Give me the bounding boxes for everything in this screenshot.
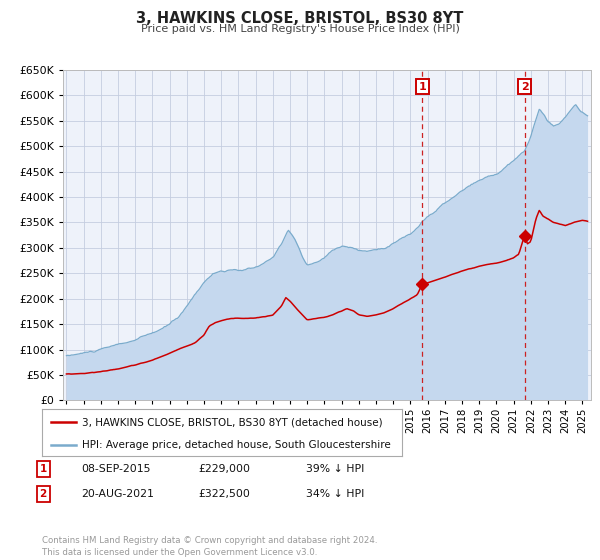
Text: 1: 1 <box>418 82 426 92</box>
Text: 20-AUG-2021: 20-AUG-2021 <box>81 489 154 499</box>
Text: 2: 2 <box>521 82 529 92</box>
Text: 08-SEP-2015: 08-SEP-2015 <box>81 464 151 474</box>
Text: 34% ↓ HPI: 34% ↓ HPI <box>306 489 364 499</box>
Text: £322,500: £322,500 <box>198 489 250 499</box>
Text: HPI: Average price, detached house, South Gloucestershire: HPI: Average price, detached house, Sout… <box>82 440 391 450</box>
Text: 2: 2 <box>40 489 47 499</box>
Text: Price paid vs. HM Land Registry's House Price Index (HPI): Price paid vs. HM Land Registry's House … <box>140 24 460 34</box>
Text: £229,000: £229,000 <box>198 464 250 474</box>
Text: Contains HM Land Registry data © Crown copyright and database right 2024.
This d: Contains HM Land Registry data © Crown c… <box>42 536 377 557</box>
Text: 3, HAWKINS CLOSE, BRISTOL, BS30 8YT: 3, HAWKINS CLOSE, BRISTOL, BS30 8YT <box>136 11 464 26</box>
Text: 3, HAWKINS CLOSE, BRISTOL, BS30 8YT (detached house): 3, HAWKINS CLOSE, BRISTOL, BS30 8YT (det… <box>82 417 382 427</box>
Text: 39% ↓ HPI: 39% ↓ HPI <box>306 464 364 474</box>
Text: 1: 1 <box>40 464 47 474</box>
